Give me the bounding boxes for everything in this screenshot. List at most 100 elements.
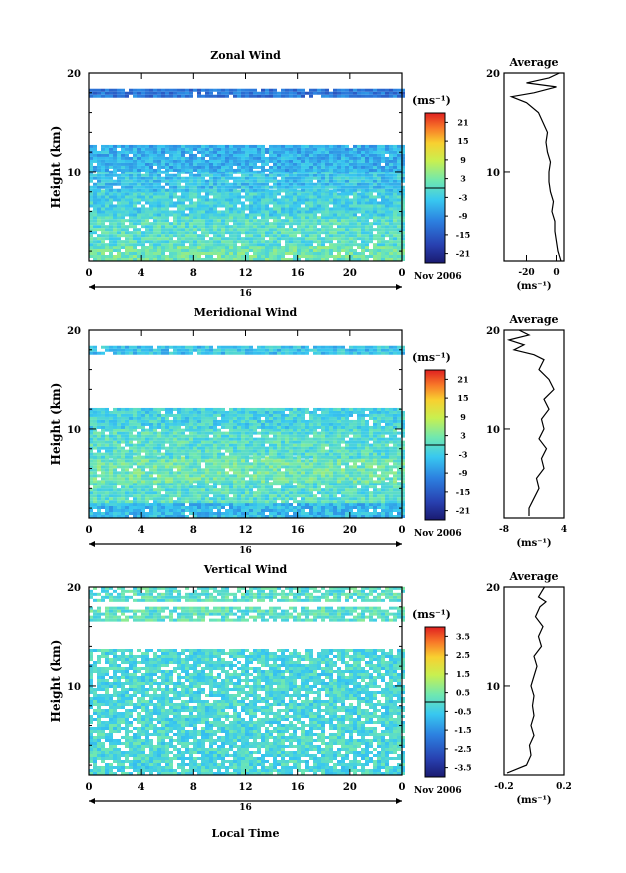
- heatmap-cell: [345, 162, 349, 166]
- heatmap-cell: [325, 471, 329, 475]
- heatmap-cell: [121, 485, 125, 489]
- heatmap-cell: [381, 201, 385, 205]
- heatmap-cell: [397, 500, 401, 504]
- heatmap-cell: [389, 201, 393, 205]
- heatmap-cell: [337, 153, 341, 157]
- heatmap-cell: [89, 228, 93, 232]
- heatmap-cell: [105, 488, 109, 492]
- heatmap-cell: [253, 165, 257, 169]
- heatmap-cell: [217, 477, 221, 481]
- heatmap-cell: [349, 455, 353, 459]
- heatmap-cell: [277, 153, 281, 157]
- heatmap-cell: [213, 512, 217, 515]
- heatmap-cell: [321, 252, 325, 255]
- heatmap-cell: [153, 477, 157, 481]
- heatmap-cell: [93, 237, 97, 241]
- heatmap-cell: [325, 201, 329, 205]
- heatmap-cell: [221, 162, 225, 166]
- heatmap-cell: [357, 509, 361, 512]
- profile-y-tick-label: 10: [486, 168, 500, 179]
- heatmap-cell: [197, 165, 201, 169]
- heatmap-cell: [121, 452, 125, 456]
- heatmap-cell: [133, 477, 137, 481]
- heatmap-cell: [249, 485, 253, 489]
- heatmap-cell: [133, 240, 137, 244]
- heatmap-cell: [233, 182, 237, 186]
- heatmap-cell: [373, 488, 377, 492]
- heatmap-cell: [213, 243, 217, 247]
- heatmap-cell: [273, 198, 277, 202]
- heatmap-cell: [365, 482, 369, 486]
- heatmap-cell: [277, 188, 281, 192]
- heatmap-cell: [257, 491, 261, 495]
- heatmap-cell: [393, 497, 397, 501]
- heatmap-cell: [289, 94, 293, 98]
- heatmap-cell: [209, 159, 213, 163]
- heatmap-cell: [117, 459, 121, 463]
- heatmap-cell: [245, 91, 249, 95]
- heatmap-cell: [297, 162, 301, 166]
- heatmap-cell: [149, 222, 153, 226]
- heatmap-cell: [253, 216, 257, 220]
- heatmap-cell: [193, 159, 197, 163]
- heatmap-cell: [157, 243, 161, 247]
- heatmap-cell: [105, 509, 109, 512]
- heatmap-cell: [97, 188, 101, 192]
- heatmap-cell: [381, 204, 385, 208]
- heatmap-cell: [113, 219, 117, 223]
- heatmap-cell: [241, 162, 245, 166]
- heatmap-cell: [185, 455, 189, 459]
- heatmap-cell: [137, 462, 141, 466]
- heatmap-cell: [341, 144, 345, 148]
- heatmap-cell: [181, 480, 185, 484]
- heatmap-cell: [281, 509, 285, 512]
- heatmap-cell: [137, 188, 141, 192]
- heatmap-cell: [189, 455, 193, 459]
- heatmap-cell: [153, 162, 157, 166]
- heatmap-cell: [145, 201, 149, 205]
- heatmap-cell: [273, 228, 277, 232]
- heatmap-cell: [93, 153, 97, 157]
- heatmap-cell: [225, 231, 229, 235]
- heatmap-cell: [357, 182, 361, 186]
- heatmap-cell: [157, 182, 161, 186]
- heatmap-cell: [105, 198, 109, 202]
- heatmap-cell: [121, 91, 125, 95]
- heatmap-cell: [353, 156, 357, 160]
- heatmap-cell: [237, 249, 241, 252]
- heatmap-cell: [197, 213, 201, 217]
- heatmap-cell: [325, 231, 329, 235]
- heatmap-cell: [385, 173, 389, 177]
- heatmap-cell: [393, 488, 397, 492]
- heatmap-cell: [113, 216, 117, 220]
- heatmap-cell: [401, 240, 405, 244]
- heatmap-cell: [261, 243, 265, 247]
- heatmap-cell: [309, 500, 313, 504]
- heatmap-cell: [389, 207, 393, 211]
- heatmap-cell: [225, 216, 229, 220]
- heatmap-cell: [157, 468, 161, 472]
- heatmap-cell: [201, 455, 205, 459]
- heatmap-cell: [301, 159, 305, 163]
- heatmap-cell: [201, 485, 205, 489]
- heatmap-cell: [377, 234, 381, 238]
- heatmap-cell: [333, 485, 337, 489]
- heatmap-cell: [221, 185, 225, 189]
- heatmap-cell: [93, 222, 97, 226]
- heatmap-cell: [301, 219, 305, 223]
- heatmap-cell: [345, 482, 349, 486]
- heatmap-cell: [189, 188, 193, 192]
- heatmap-cell: [277, 459, 281, 463]
- heatmap-cell: [213, 188, 217, 192]
- heatmap-cell: [345, 153, 349, 157]
- heatmap-cell: [237, 91, 241, 95]
- heatmap-cell: [373, 207, 377, 211]
- heatmap-cell: [181, 485, 185, 489]
- heatmap-cell: [205, 488, 209, 492]
- heatmap-cell: [357, 497, 361, 501]
- heatmap-cell: [257, 170, 261, 174]
- heatmap-cell: [317, 192, 321, 196]
- heatmap-cell: [245, 195, 249, 199]
- heatmap-cell: [297, 255, 301, 258]
- heatmap-cell: [341, 150, 345, 154]
